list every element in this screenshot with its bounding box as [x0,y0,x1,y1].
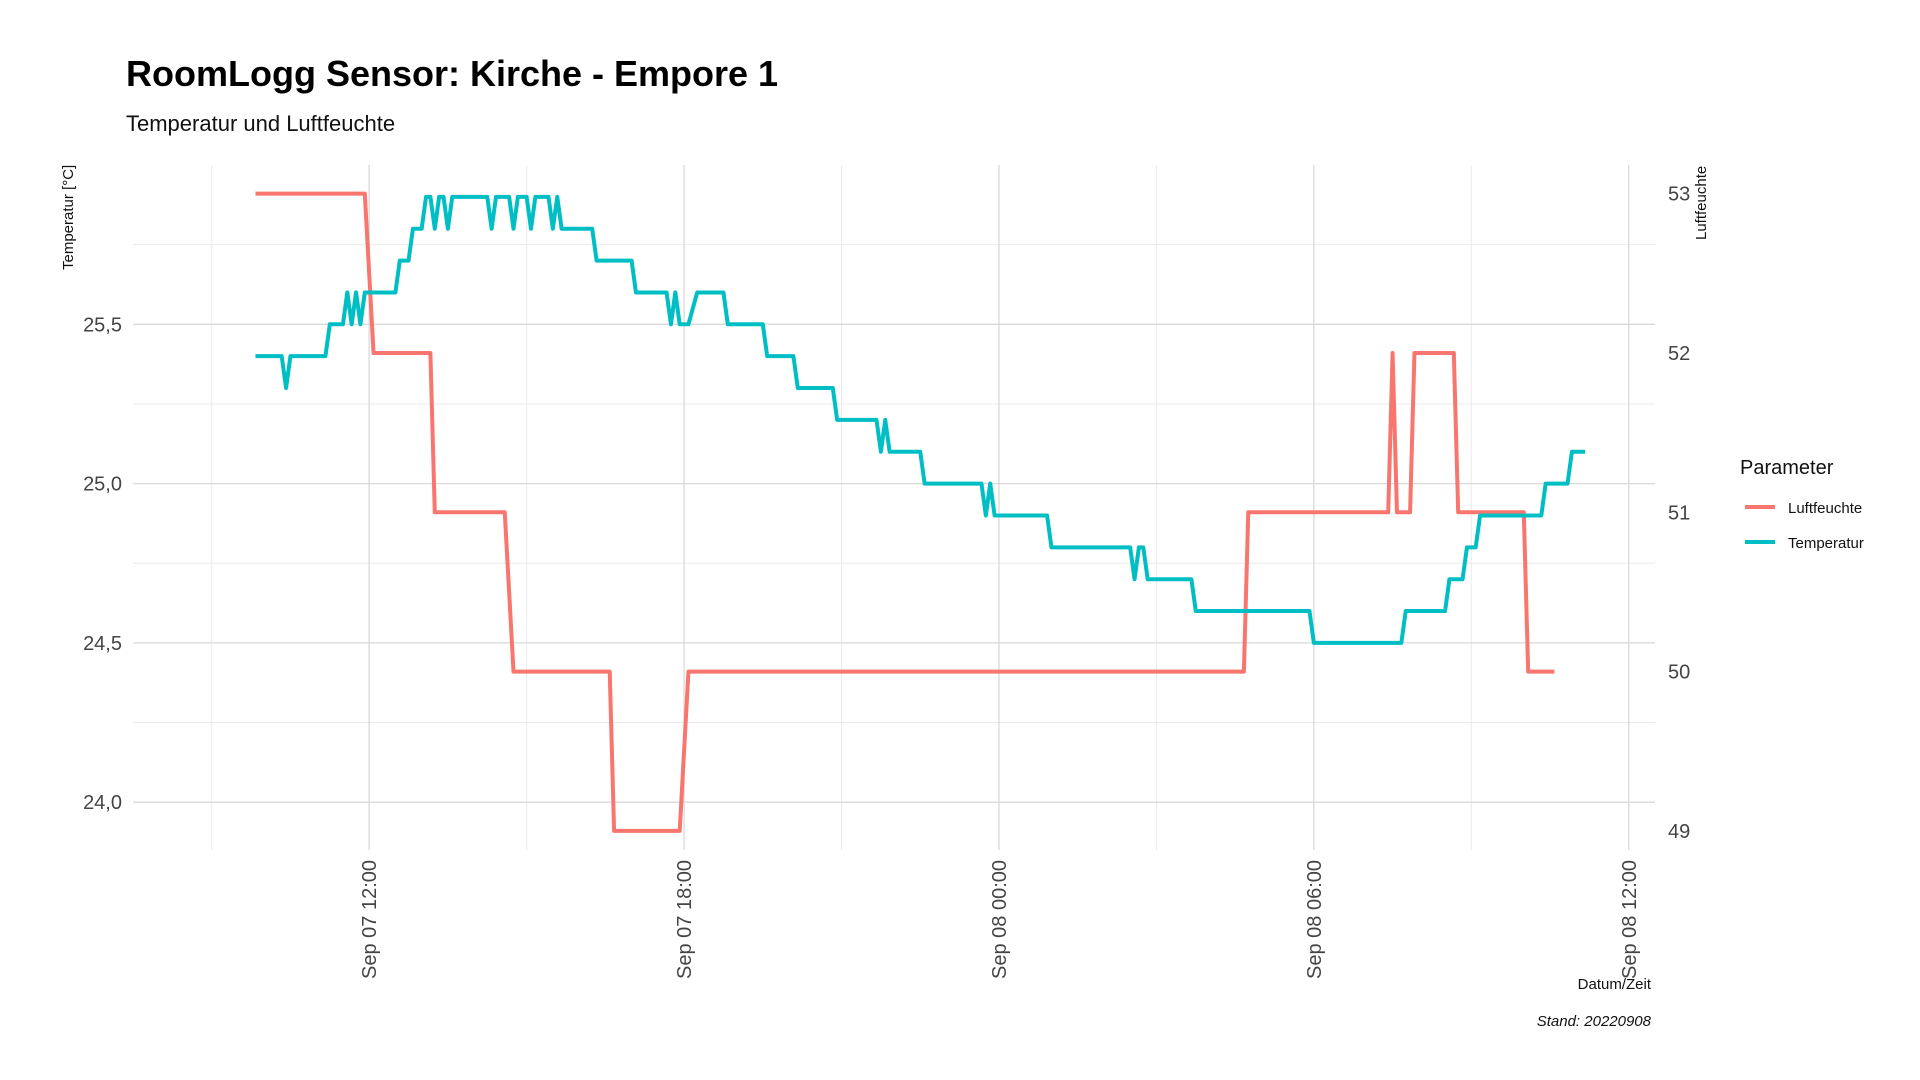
caption: Stand: 20220908 [1537,1013,1652,1030]
tick-labels: 24,0 24,5 25,0 25,5 49 50 51 52 53 Sep 07 12:00 Se… [83,184,1690,979]
y-tick-label-right: 50 [1668,662,1690,684]
y-tick-label-left: 24,0 [83,792,122,814]
gridlines [133,165,1655,850]
legend-label-temperatur: Temperatur [1788,535,1864,552]
y-axis-left-title: Temperatur [°C] [60,165,77,270]
y-tick-label-right: 53 [1668,184,1690,206]
series-lines [255,191,1586,833]
legend: Parameter Luftfeuchte Temperatur [1740,457,1864,552]
series-line-luftfeuchte [255,191,1555,833]
x-tick-label: Sep 08 12:00 [1619,860,1641,979]
x-tick-label: Sep 07 18:00 [674,860,696,979]
y-tick-label-right: 51 [1668,502,1690,524]
chart-title: RoomLogg Sensor: Kirche - Empore 1 [126,53,778,94]
x-axis-title: Datum/Zeit [1578,976,1652,993]
y-tick-label-left: 25,5 [83,314,122,336]
x-tick-label: Sep 07 12:00 [359,860,381,979]
x-tick-label: Sep 08 06:00 [1304,860,1326,979]
y-tick-label-right: 52 [1668,343,1690,365]
y-tick-label-right: 49 [1668,821,1690,843]
series-line-temperatur [255,194,1586,645]
y-tick-label-left: 25,0 [83,474,122,496]
x-tick-label: Sep 08 00:00 [989,860,1011,979]
chart-subtitle: Temperatur und Luftfeuchte [126,111,395,136]
legend-label-luftfeuchte: Luftfeuchte [1788,500,1862,517]
y-tick-label-left: 24,5 [83,633,122,655]
y-axis-right-title: Luftfeuchte [1693,166,1710,240]
legend-title: Parameter [1740,457,1834,479]
